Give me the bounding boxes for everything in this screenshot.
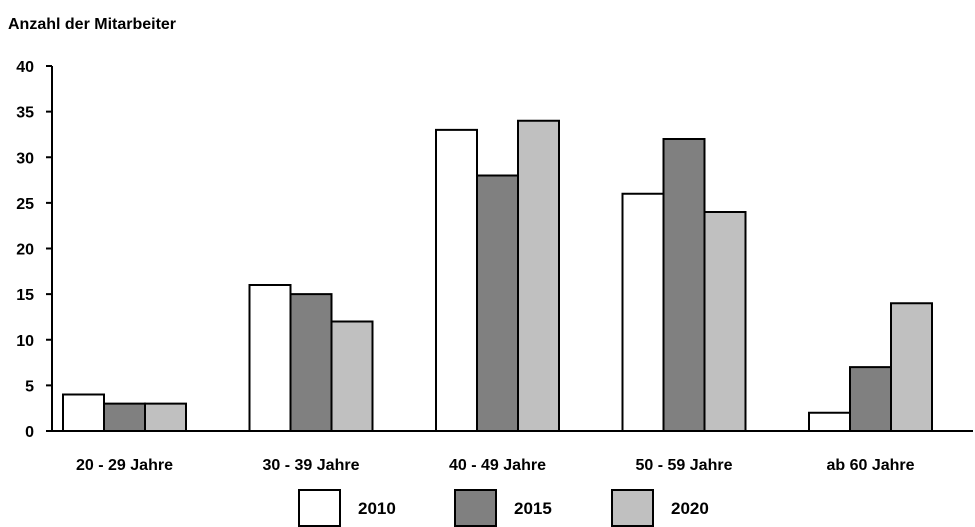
x-category-label: 20 - 29 Jahre: [76, 457, 173, 474]
bar-2010-4: [808, 411, 851, 432]
bar-2015-1: [289, 293, 333, 432]
bar-2020-1: [330, 320, 374, 432]
bar-2020-2: [517, 119, 560, 432]
legend-label-2010: 2010: [358, 499, 396, 518]
y-tick-label: 15: [16, 287, 34, 304]
legend-swatch-2010: [298, 489, 341, 527]
bar-2020-3: [703, 211, 747, 432]
legend-swatch-2020: [611, 489, 654, 527]
y-tick-label: 5: [25, 378, 34, 395]
y-tick-label: 0: [25, 424, 34, 441]
y-tick-label: 10: [16, 333, 34, 350]
legend: 2010 2015 2020: [298, 489, 709, 527]
legend-label-2015: 2015: [514, 499, 552, 518]
y-tick-label: 25: [16, 196, 34, 213]
bar-2015-0: [103, 402, 146, 432]
bars-group: [62, 119, 933, 432]
x-category-label: 50 - 59 Jahre: [636, 457, 733, 474]
x-axis-labels: 20 - 29 Jahre 30 - 39 Jahre 40 - 49 Jahre 5…: [76, 457, 915, 474]
bar-2015-3: [662, 138, 706, 432]
y-tick-label: 30: [16, 150, 34, 167]
y-tick-label: 35: [16, 105, 34, 122]
y-tick-label: 40: [16, 59, 34, 76]
legend-swatch-2015: [454, 489, 497, 527]
bar-2020-0: [144, 402, 187, 432]
bar-2010-2: [435, 128, 478, 432]
bar-2010-0: [62, 393, 105, 432]
bar-2020-4: [890, 302, 933, 432]
bar-2015-2: [476, 174, 519, 432]
x-category-label: 30 - 39 Jahre: [263, 457, 360, 474]
x-category-label: ab 60 Jahre: [826, 457, 914, 474]
bar-2015-4: [849, 366, 892, 432]
x-category-label: 40 - 49 Jahre: [449, 457, 546, 474]
y-axis-title: Anzahl der Mitarbeiter: [8, 16, 176, 33]
legend-label-2020: 2020: [671, 499, 709, 518]
y-axis-ticks: 0 5 10 15 20 25 30 35 40: [16, 59, 52, 441]
bar-2010-3: [621, 192, 665, 432]
bar-2010-1: [248, 284, 292, 432]
y-tick-label: 20: [16, 242, 34, 259]
